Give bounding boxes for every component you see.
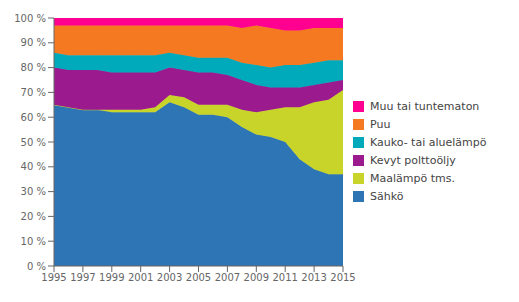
svg-text:1995: 1995 — [41, 272, 66, 283]
svg-text:20 %: 20 % — [21, 211, 46, 222]
svg-text:30 %: 30 % — [21, 186, 46, 197]
svg-text:0 %: 0 % — [27, 261, 46, 272]
html-text:Kauko- tai aluelämpö: Kauko- tai aluelämpö — [370, 135, 487, 149]
svg-text:2015: 2015 — [330, 272, 355, 283]
svg-text:90 %: 90 % — [21, 37, 46, 48]
svg-text:2009: 2009 — [244, 272, 269, 283]
svg-text:50 %: 50 % — [21, 137, 46, 148]
svg-text:2007: 2007 — [215, 272, 240, 283]
svg-text:60 %: 60 % — [21, 112, 46, 123]
svg-text:70 %: 70 % — [21, 87, 46, 98]
svg-text:80 %: 80 % — [21, 62, 46, 73]
html-text:Muu tai tuntematon: Muu tai tuntematon — [370, 99, 480, 113]
svg-text:1999: 1999 — [99, 272, 124, 283]
svg-text:100 %: 100 % — [14, 13, 46, 24]
svg-text:2001: 2001 — [128, 272, 153, 283]
svg-text:10 %: 10 % — [21, 236, 46, 247]
html-text:Sähkö: Sähkö — [370, 189, 404, 203]
svg-text:2013: 2013 — [301, 272, 326, 283]
html-text:Kevyt polttoöljy: Kevyt polttoöljy — [370, 153, 456, 167]
html-text:Maalämpö tms.: Maalämpö tms. — [370, 171, 455, 185]
svg-text:2003: 2003 — [157, 272, 182, 283]
svg-text:2005: 2005 — [186, 272, 211, 283]
svg-text:1997: 1997 — [70, 272, 95, 283]
html-text:Puu: Puu — [370, 117, 391, 131]
svg-text:2011: 2011 — [272, 272, 297, 283]
svg-text:40 %: 40 % — [21, 161, 46, 172]
